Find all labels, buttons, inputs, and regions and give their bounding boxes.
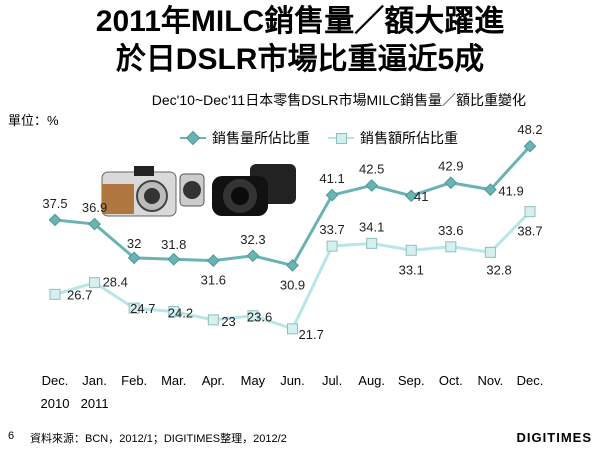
page-title-line1: 2011年MILC銷售量／額大躍進 [95, 5, 505, 38]
data-point [524, 206, 536, 218]
data-point [128, 302, 140, 314]
chart-legend: 銷售量所佔比重 銷售額所佔比重 [180, 128, 458, 148]
data-point [89, 277, 101, 289]
legend-item-volume: 銷售量所佔比重 [180, 128, 310, 148]
x-tick-label: Dec. [42, 373, 69, 388]
data-label: 24.7 [130, 301, 155, 316]
data-point [247, 310, 259, 322]
data-label: 41.1 [319, 171, 344, 186]
data-point [246, 249, 260, 263]
data-point [286, 259, 299, 272]
data-label: 42.5 [359, 161, 384, 176]
diamond-marker-icon [180, 132, 206, 144]
x-tick-label: Feb. [121, 373, 147, 388]
legend-item-value: 銷售額所佔比重 [328, 128, 458, 148]
data-point [365, 179, 379, 192]
source-note: 資料來源：BCN，2012/1；DIGITIMES整理，2012/2 [30, 433, 287, 445]
data-label: 36.9 [82, 200, 107, 215]
data-point [287, 323, 298, 335]
data-label: 32.3 [240, 232, 265, 247]
data-point [325, 188, 339, 202]
data-label: 32 [127, 236, 141, 251]
data-label: 31.6 [201, 273, 226, 288]
data-point [484, 183, 497, 196]
data-label: 42.9 [438, 159, 463, 174]
data-point [405, 244, 417, 256]
data-point [49, 288, 61, 300]
data-point [404, 189, 418, 203]
data-label: 28.4 [103, 275, 128, 290]
data-point [326, 240, 338, 252]
data-label: 38.7 [517, 224, 542, 239]
data-label: 23.6 [247, 310, 272, 325]
x-tick-label: Jan. [82, 373, 107, 388]
data-point [445, 241, 457, 253]
data-label: 21.7 [299, 327, 324, 342]
data-point [366, 237, 378, 249]
legend-label-volume: 銷售量所佔比重 [212, 130, 310, 146]
data-label: 33.1 [399, 262, 424, 277]
x-tick-label: Apr. [202, 373, 225, 388]
data-label: 24.2 [168, 306, 193, 321]
data-point [206, 254, 220, 267]
data-point [168, 306, 180, 318]
x-tick-label: May [241, 373, 266, 388]
x-tick-label: Jul. [322, 373, 342, 388]
chart-subtitle: Dec'10~Dec'11日本零售DSLR市場MILC銷售量／額比重變化 [151, 92, 526, 108]
x-tick-label: Dec. [517, 373, 544, 388]
x-tick-label: Oct. [439, 373, 463, 388]
x-tick-label: Aug. [358, 373, 385, 388]
x-year-label: 2011 [81, 396, 109, 411]
data-point [484, 246, 496, 258]
x-tick-label: Mar. [161, 373, 186, 388]
camera-photo-icon [101, 164, 296, 217]
data-label: 33.7 [319, 222, 344, 237]
data-label: 26.7 [67, 287, 92, 302]
data-point [207, 314, 219, 326]
data-point [127, 251, 141, 265]
data-label: 48.2 [517, 122, 542, 137]
square-marker-icon [328, 132, 354, 144]
data-label: 30.9 [280, 277, 305, 292]
data-label: 41 [414, 189, 428, 204]
unit-label: 單位：% [8, 113, 59, 128]
data-label: 34.1 [359, 219, 384, 234]
x-tick-label: Sep. [398, 373, 425, 388]
line-chart: 37.5 36.9 32 31.8 31.6 32.3 30.9 41.1 42.5 41 42.9… [41, 122, 544, 411]
data-point [48, 213, 62, 227]
page-title-line2: 於日DSLR市場比重逼近5成 [115, 43, 485, 76]
page-number: 6 [8, 430, 15, 442]
x-year-label: 2010 [41, 396, 70, 411]
x-tick-label: Jun. [280, 373, 305, 388]
data-point [88, 217, 101, 231]
data-point [444, 176, 458, 190]
data-label: 31.8 [161, 237, 186, 252]
data-label: 41.9 [498, 184, 523, 199]
data-label: 23 [221, 314, 235, 329]
data-label: 33.6 [438, 223, 463, 238]
data-point [523, 139, 537, 153]
data-point [167, 252, 181, 266]
legend-label-value: 銷售額所佔比重 [360, 130, 458, 146]
data-label: 37.5 [42, 196, 67, 211]
data-label: 32.8 [486, 262, 511, 277]
digitimes-logo: DIGITIMES [516, 430, 592, 445]
x-tick-label: Nov. [478, 373, 504, 388]
